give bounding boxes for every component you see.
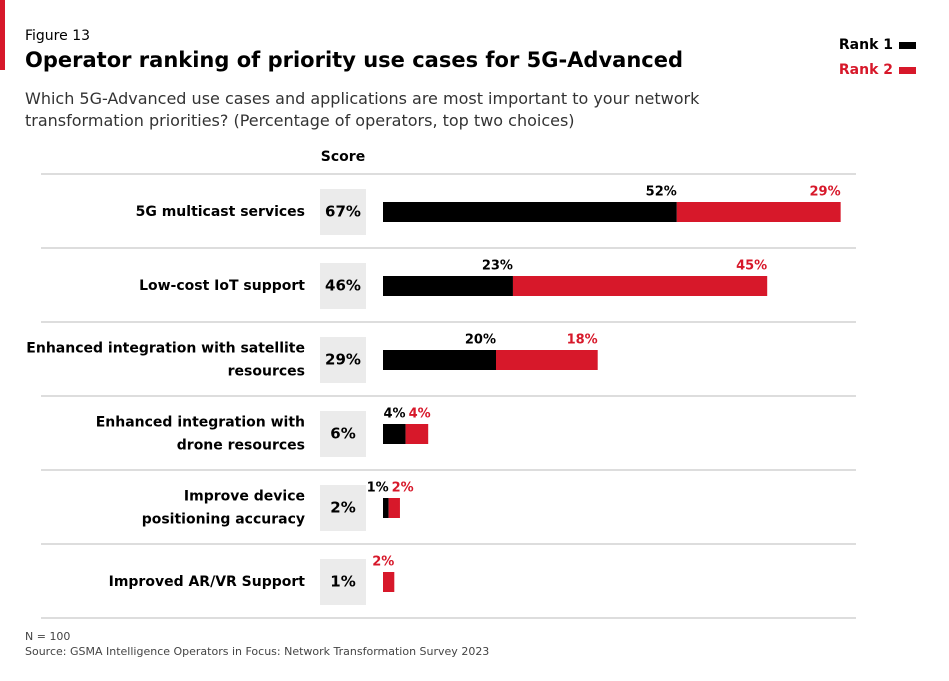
value-label: 1% (367, 481, 389, 496)
subtitle: Which 5G-Advanced use cases and applicat… (25, 89, 700, 130)
score-label: 6% (330, 425, 355, 443)
source: Source: GSMA Intelligence Operators in F… (25, 645, 489, 658)
bar-segment (383, 202, 677, 222)
value-label: 2% (372, 555, 394, 570)
score-header: Score (321, 149, 365, 165)
category-label: 5G multicast services (136, 204, 305, 220)
value-label: 4% (384, 407, 406, 422)
category-label: Improve device positioning accuracy (142, 489, 305, 528)
figure-label: Figure 13 (25, 28, 90, 44)
bar-segment (512, 276, 768, 296)
bar-segment (383, 572, 395, 592)
category-label: Improved AR/VR Support (109, 574, 306, 590)
score-label: 67% (325, 203, 361, 221)
chart-title: Operator ranking of priority use cases f… (25, 48, 683, 72)
value-label: 18% (567, 333, 598, 348)
bar-segment (496, 350, 598, 370)
legend-label: Rank 2 (839, 62, 893, 78)
value-label: 2% (392, 481, 414, 496)
bar-segment (383, 350, 496, 370)
accent-bar (0, 0, 5, 70)
category-label: Low-cost IoT support (139, 278, 305, 294)
bar-segment (383, 276, 513, 296)
value-label: 4% (409, 407, 431, 422)
value-label: 23% (482, 259, 513, 274)
legend-swatch (899, 42, 916, 49)
score-label: 2% (330, 499, 355, 517)
score-label: 1% (330, 573, 355, 591)
value-label: 20% (465, 333, 496, 348)
score-label: 46% (325, 277, 361, 295)
bar-segment (383, 424, 406, 444)
legend-swatch (899, 67, 916, 74)
value-label: 29% (810, 185, 841, 200)
value-label: 45% (736, 259, 767, 274)
score-box (320, 411, 366, 457)
score-box (320, 337, 366, 383)
legend-label: Rank 1 (839, 37, 893, 53)
value-label: 52% (646, 185, 677, 200)
bar-segment (676, 202, 841, 222)
score-box (320, 485, 366, 531)
category-label: Enhanced integration with drone resources (96, 415, 305, 454)
score-box (320, 189, 366, 235)
category-label: Enhanced integration with satellite resou… (26, 341, 305, 380)
bar-segment (383, 498, 389, 518)
score-box (320, 263, 366, 309)
score-label: 29% (325, 351, 361, 369)
score-box (320, 559, 366, 605)
bar-segment (405, 424, 429, 444)
bar-segment (388, 498, 400, 518)
note: N = 100 (25, 630, 70, 643)
